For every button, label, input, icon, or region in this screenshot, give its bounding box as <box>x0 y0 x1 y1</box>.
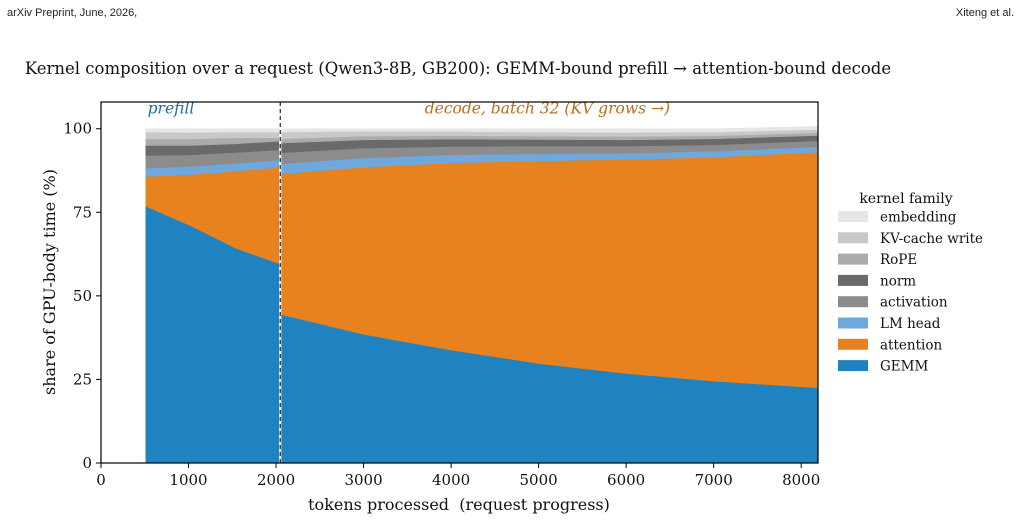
y-axis-ticks: 0 25 50 75 100 <box>63 120 101 472</box>
x-tick-label: 1000 <box>169 471 207 489</box>
y-tick-label: 100 <box>63 120 92 138</box>
legend-swatch-embedding <box>838 211 868 222</box>
legend-label-activation: activation <box>880 295 948 311</box>
x-tick-label: 8000 <box>782 471 820 489</box>
y-axis-label: share of GPU-body time (%) <box>40 169 59 395</box>
legend-swatch-rope <box>838 253 868 265</box>
x-axis-label: tokens processed (request progress) <box>308 495 610 514</box>
x-tick-label: 6000 <box>607 471 645 489</box>
legend-swatch-lm-head <box>838 317 868 329</box>
chart-title: Kernel composition over a request (Qwen3… <box>25 59 891 78</box>
y-tick-label: 50 <box>73 287 92 305</box>
x-tick-label: 2000 <box>257 471 295 489</box>
y-tick-label: 75 <box>73 203 92 221</box>
legend-swatch-attention <box>838 338 868 350</box>
x-tick-label: 4000 <box>432 471 470 489</box>
page-header: arXiv Preprint, June, 2026, Xiteng et al… <box>0 0 1021 28</box>
legend-label-kv-cache-write: KV-cache write <box>880 231 983 247</box>
phase-annotations: prefill decode, batch 32 (KV grows →) <box>148 100 670 118</box>
legend-label-norm: norm <box>880 273 916 289</box>
header-venue: arXiv Preprint, June, 2026, <box>7 7 138 19</box>
x-axis-ticks: 0 1000 2000 3000 4000 5000 6000 7000 8000 <box>96 463 820 489</box>
x-tick-label: 0 <box>96 471 106 489</box>
x-tick-label: 7000 <box>695 471 733 489</box>
legend-label-lm-head: LM head <box>880 316 941 332</box>
legend-label-gemm: GEMM <box>880 359 928 375</box>
legend-swatch-kv-cache-write <box>838 232 868 244</box>
y-tick-label: 0 <box>82 454 92 472</box>
area-embedding <box>145 126 819 133</box>
x-tick-label: 5000 <box>520 471 558 489</box>
legend-swatch-gemm <box>838 360 868 372</box>
plot-frame <box>100 101 819 464</box>
header-authors: Xiteng et al. <box>955 7 1014 19</box>
annotation-prefill: prefill <box>148 100 195 118</box>
legend-swatch-activation <box>838 296 868 308</box>
legend-label-attention: attention <box>880 337 942 353</box>
legend-title: kernel family <box>859 191 952 207</box>
legend: kernel family embedding KV-cache write RoP… <box>838 191 983 375</box>
legend-label-rope: RoPE <box>880 252 917 268</box>
y-tick-label: 25 <box>73 370 92 388</box>
x-tick-label: 3000 <box>344 471 382 489</box>
area-layers <box>145 126 819 464</box>
legend-label-embedding: embedding <box>880 210 957 226</box>
legend-swatch-norm <box>838 274 868 286</box>
annotation-decode-batch-32-kv-grows: decode, batch 32 (KV grows →) <box>425 100 670 118</box>
